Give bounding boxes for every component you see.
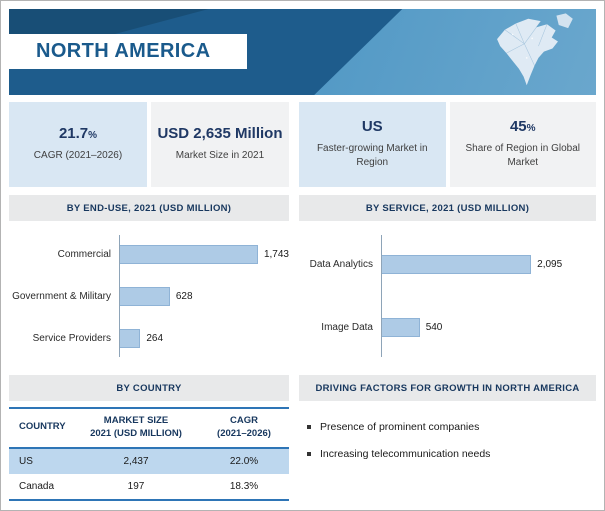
bar [119, 244, 258, 264]
bar-row: Commercial 1,743 [9, 243, 289, 265]
table-row-us: US 2,437 22.0% [9, 448, 289, 474]
country-table: COUNTRY MARKET SIZE 2021 (USD MILLION) C… [9, 407, 289, 501]
page-title: NORTH AMERICA [36, 40, 211, 62]
title-strip: NORTH AMERICA [9, 34, 247, 69]
country-table-header: COUNTRY MARKET SIZE 2021 (USD MILLION) C… [9, 409, 289, 449]
bar-category-label: Image Data [321, 322, 373, 333]
section-header-by-service: BY SERVICE, 2021 (USD MILLION) [299, 195, 596, 221]
section-header-by-country: BY COUNTRY [9, 375, 289, 401]
bar-row: Government & Military 628 [9, 285, 289, 307]
chart-axis [381, 235, 382, 357]
stat-region-share: 45% Share of Region in Global Market [449, 102, 596, 187]
bar [381, 255, 532, 274]
bar-value-label: 2,095 [537, 259, 563, 270]
driving-factors-list: Presence of prominent companies Increasi… [299, 407, 596, 460]
bar-row: Service Providers 264 [9, 327, 289, 349]
column-header-market-size: MARKET SIZE 2021 (USD MILLION) [90, 415, 182, 439]
country-cell: US [19, 455, 33, 467]
market-size-cell: 197 [127, 480, 145, 492]
end-use-bar-chart: Commercial 1,743 Government & Military 628 S… [9, 225, 289, 367]
bullet-icon [307, 452, 311, 456]
country-cell: Canada [19, 480, 55, 492]
cagr-cell: 22.0% [229, 455, 259, 467]
bar-category-label: Commercial [57, 248, 111, 260]
section-header-driving-factors: DRIVING FACTORS FOR GROWTH IN NORTH AMER… [299, 375, 596, 401]
stat-label: CAGR (2021–2026) [33, 150, 123, 162]
driving-factor-text: Increasing telecommunication needs [320, 448, 491, 460]
list-item: Presence of prominent companies [305, 421, 594, 433]
bar-row: Image Data 540 [299, 317, 596, 339]
bar-value-label: 628 [175, 290, 193, 302]
table-row-canada: Canada 197 18.3% [9, 474, 289, 499]
stat-value: 45% [509, 117, 536, 135]
bar [119, 328, 141, 348]
stat-value: US [361, 117, 383, 135]
bar-category-label: Data Analytics [309, 259, 373, 270]
bar-category-label: Service Providers [32, 332, 111, 344]
bar-track: 1,743 [119, 244, 289, 264]
stat-label: Market Size in 2021 [175, 150, 265, 162]
bar-track: 2,095 [381, 255, 596, 274]
header-banner: NORTH AMERICA [9, 9, 596, 95]
bar-track: 264 [119, 328, 289, 348]
stat-market-size: USD 2,635 Million Market Size in 2021 [151, 102, 289, 187]
bar-track: 628 [119, 286, 289, 306]
stat-value: 21.7% [58, 124, 98, 142]
column-header-country: COUNTRY [19, 421, 66, 433]
chart-axis [119, 235, 120, 357]
driving-factor-text: Presence of prominent companies [320, 421, 480, 433]
bar-track: 540 [381, 318, 596, 337]
bar-category-label: Government & Military [12, 290, 111, 302]
market-size-cell: 2,437 [123, 455, 149, 467]
column-header-cagr: CAGR (2021–2026) [217, 415, 271, 439]
list-item: Increasing telecommunication needs [305, 448, 594, 460]
stats-row: 21.7% CAGR (2021–2026) USD 2,635 Million… [9, 102, 596, 187]
section-header-by-end-use: BY END-USE, 2021 (USD MILLION) [9, 195, 289, 221]
cagr-cell: 18.3% [229, 480, 259, 492]
north-america-map-icon [497, 13, 573, 86]
bar [119, 286, 170, 306]
bar-value-label: 540 [425, 322, 443, 333]
stat-cagr: 21.7% CAGR (2021–2026) [9, 102, 147, 187]
stat-label: Share of Region in Global Market [465, 143, 581, 169]
service-bar-chart: Data Analytics 2,095 Image Data 540 [299, 225, 596, 367]
bar [381, 318, 420, 337]
bar-value-label: 1,743 [263, 248, 289, 260]
stat-value: USD 2,635 Million [157, 124, 283, 142]
bar-value-label: 264 [146, 332, 164, 344]
stat-faster-growing-market: US Faster-growing Market in Region [299, 102, 446, 187]
bullet-icon [307, 425, 311, 429]
bar-row: Data Analytics 2,095 [299, 254, 596, 276]
stat-label: Faster-growing Market in Region [316, 143, 428, 169]
